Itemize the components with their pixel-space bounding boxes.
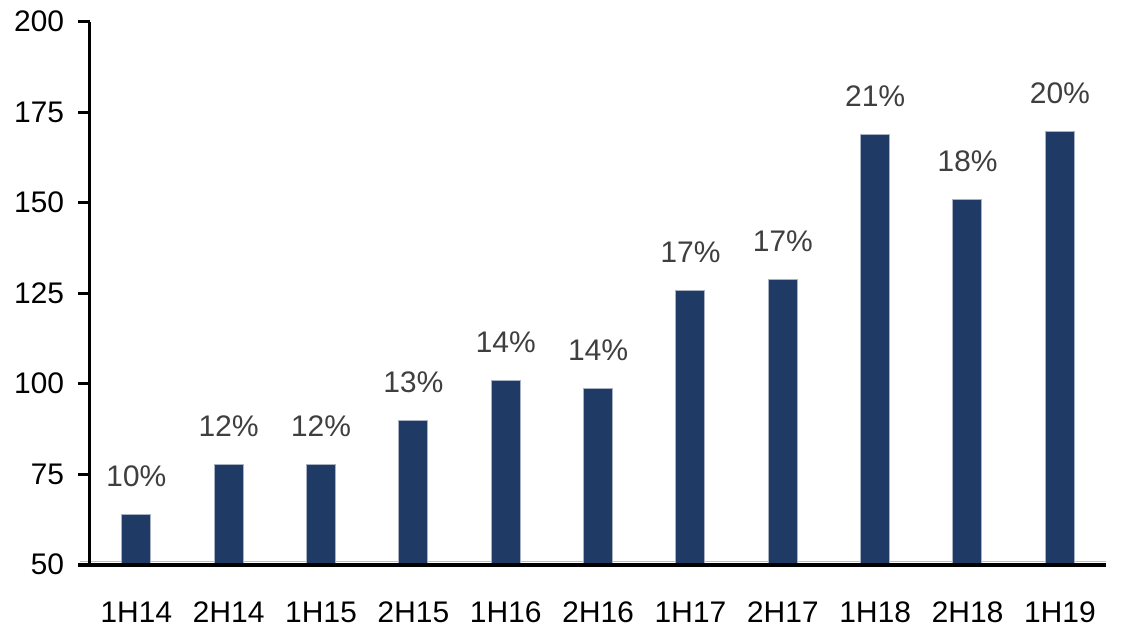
x-tick-label: 1H18 <box>839 596 911 629</box>
bar-value-label: 14% <box>567 333 629 367</box>
y-tick-label: 150 <box>13 186 64 219</box>
y-tick-mark <box>78 110 90 114</box>
x-tick-label: 2H14 <box>192 596 265 629</box>
bar-value-label: 20% <box>1029 76 1090 110</box>
bar-1H18 <box>860 134 891 565</box>
x-tick-label: 1H14 <box>100 596 173 629</box>
y-tick-label: 125 <box>13 276 64 310</box>
bar-value-label: 12% <box>290 409 351 443</box>
bar-value-label: 17% <box>752 225 813 259</box>
y-tick-label: 50 <box>30 548 64 581</box>
bar-value-label: 17% <box>660 235 721 269</box>
x-tick-label: 2H15 <box>377 596 450 629</box>
bar-value-label: 12% <box>198 409 259 443</box>
y-tick-label: 100 <box>13 367 64 400</box>
bar-value-label: 13% <box>383 366 444 400</box>
x-tick-label: 2H16 <box>562 596 634 629</box>
bar-1H15 <box>305 463 336 565</box>
x-tick-label: 1H15 <box>285 596 357 629</box>
x-axis-line <box>78 563 1106 567</box>
y-tick-label: 175 <box>13 95 64 129</box>
bar-2H16 <box>583 387 613 565</box>
x-tick-label: 1H19 <box>1023 596 1096 629</box>
bar-value-label: 18% <box>937 145 998 179</box>
bar-value-label: 21% <box>845 80 906 114</box>
bar-2H15 <box>398 420 429 565</box>
bar-1H14 <box>121 514 152 565</box>
x-tick-label: 2H18 <box>931 596 1004 629</box>
x-tick-label: 1H16 <box>469 596 542 629</box>
bar-2H17 <box>767 279 798 565</box>
y-tick-label: 200 <box>13 5 64 38</box>
bar-value-label: 10% <box>106 460 167 494</box>
y-tick-mark <box>78 472 90 476</box>
bar-1H19 <box>1044 130 1075 565</box>
y-tick-mark <box>78 20 90 23</box>
bar-2H18 <box>952 199 983 565</box>
bar-2H14 <box>213 463 244 565</box>
y-tick-mark <box>78 382 90 385</box>
x-tick-label: 2H17 <box>746 596 819 629</box>
y-tick-label: 75 <box>30 457 64 491</box>
y-axis-line <box>88 22 91 565</box>
x-tick-label: 1H17 <box>654 596 727 629</box>
y-tick-mark <box>78 291 90 295</box>
bar-1H17 <box>675 289 706 565</box>
bar-value-label: 14% <box>475 326 536 360</box>
y-tick-mark <box>78 201 90 204</box>
bar-1H16 <box>490 380 521 565</box>
